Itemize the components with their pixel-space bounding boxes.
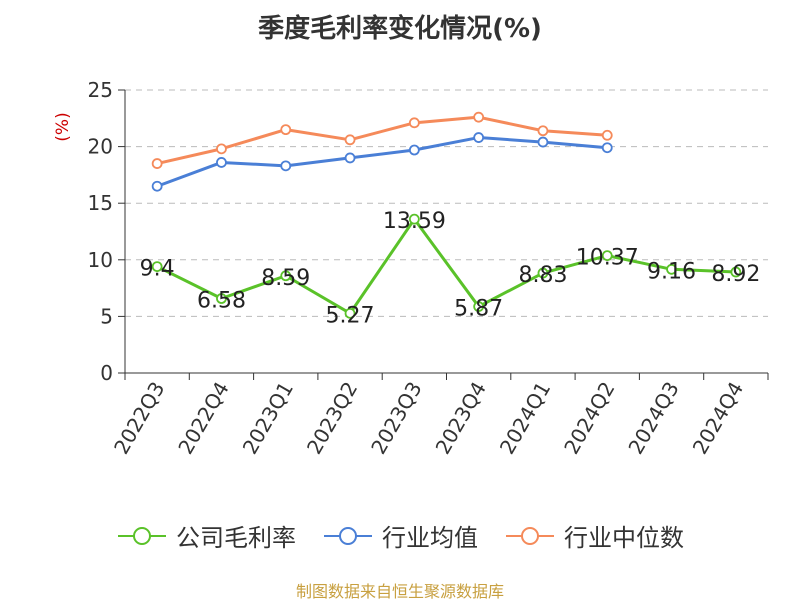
y-axis-label: (%) bbox=[53, 112, 73, 141]
legend-label: 行业中位数 bbox=[564, 524, 684, 552]
y-tick-label: 0 bbox=[100, 361, 113, 385]
series-line-1 bbox=[156, 136, 608, 188]
legend-circle bbox=[339, 526, 357, 545]
data-label: 5.87 bbox=[454, 297, 503, 322]
data-point bbox=[151, 180, 163, 192]
data-point bbox=[473, 111, 485, 123]
data-point bbox=[537, 267, 549, 279]
legend-marker bbox=[506, 526, 554, 545]
series-line-2 bbox=[156, 115, 608, 166]
y-tick-label: 15 bbox=[88, 191, 113, 215]
data-point bbox=[151, 261, 163, 272]
x-tick-label: 2023Q2 bbox=[302, 378, 362, 459]
data-point bbox=[408, 213, 420, 225]
x-tick-label: 2024Q1 bbox=[495, 378, 555, 459]
y-tick-label: 20 bbox=[88, 135, 113, 159]
chart-title: 季度毛利率变化情况(%) bbox=[258, 14, 542, 44]
source-note: 制图数据来自恒生聚源数据库 bbox=[295, 582, 504, 601]
data-label: 8.59 bbox=[261, 266, 310, 291]
grid-lines bbox=[125, 89, 768, 317]
data-point bbox=[408, 117, 420, 129]
legend-label: 公司毛利率 bbox=[176, 524, 296, 552]
data-point bbox=[537, 125, 549, 137]
data-point bbox=[537, 136, 549, 148]
data-label: 8.83 bbox=[518, 263, 567, 288]
y-tick-label: 25 bbox=[88, 78, 113, 102]
x-tick-label: 2022Q3 bbox=[109, 378, 169, 459]
legend-marker bbox=[324, 526, 372, 545]
x-tick-labels: 2022Q3 2022Q4 2023Q1 2023Q2 2023Q3 2023Q4 2024… bbox=[109, 378, 748, 459]
x-tick-label: 2024Q3 bbox=[623, 378, 683, 459]
legend-item-0: 公司毛利率 bbox=[116, 518, 296, 553]
data-point bbox=[666, 263, 677, 275]
series-lines bbox=[151, 111, 742, 319]
y-tick-label: 5 bbox=[100, 304, 113, 328]
x-tick-label: 2023Q4 bbox=[431, 378, 491, 459]
data-point bbox=[601, 129, 613, 141]
x-tick-label: 2023Q3 bbox=[366, 378, 426, 459]
legend-circle bbox=[521, 526, 539, 545]
data-point bbox=[216, 157, 227, 168]
data-point bbox=[344, 134, 356, 146]
data-point bbox=[408, 144, 420, 156]
data-label: 9.16 bbox=[647, 259, 696, 284]
legend-item-1: 行业均值 bbox=[322, 518, 478, 553]
data-point bbox=[280, 270, 292, 282]
data-point bbox=[280, 124, 292, 136]
legend: 公司毛利率 行业均值 行业中位数 bbox=[0, 518, 800, 553]
axes bbox=[118, 89, 769, 380]
data-point bbox=[601, 250, 613, 262]
legend-item-2: 行业中位数 bbox=[504, 518, 684, 553]
legend-circle bbox=[133, 526, 151, 545]
data-point bbox=[473, 301, 485, 312]
data-point bbox=[344, 152, 356, 164]
data-point bbox=[473, 132, 485, 143]
data-label: 10.37 bbox=[576, 246, 639, 271]
data-label: 8.92 bbox=[711, 262, 760, 287]
data-point bbox=[280, 160, 292, 172]
y-tick-labels: 0 5 10 15 20 25 bbox=[88, 78, 113, 385]
data-point bbox=[151, 158, 163, 169]
data-label: 5.27 bbox=[326, 303, 375, 328]
legend-marker bbox=[118, 526, 166, 545]
x-tick-label: 2024Q2 bbox=[559, 378, 619, 459]
data-label: 6.58 bbox=[197, 289, 246, 314]
data-labels: 9.4 6.58 8.59 5.27 13.59 5.87 8.83 10.37 9.16 8.9… bbox=[140, 209, 761, 328]
x-tick-label: 2024Q4 bbox=[688, 378, 748, 459]
data-label: 13.59 bbox=[383, 209, 446, 234]
data-point bbox=[216, 143, 227, 155]
data-point bbox=[216, 293, 227, 304]
data-point bbox=[601, 142, 613, 154]
data-label: 9.4 bbox=[140, 257, 175, 282]
x-tick-label: 2023Q1 bbox=[238, 378, 298, 459]
data-point bbox=[344, 307, 356, 319]
series-line-0 bbox=[156, 217, 736, 315]
legend-label: 行业均值 bbox=[382, 524, 478, 552]
data-point bbox=[730, 266, 742, 278]
y-tick-label: 10 bbox=[88, 248, 113, 272]
x-tick-label: 2022Q4 bbox=[173, 378, 233, 459]
